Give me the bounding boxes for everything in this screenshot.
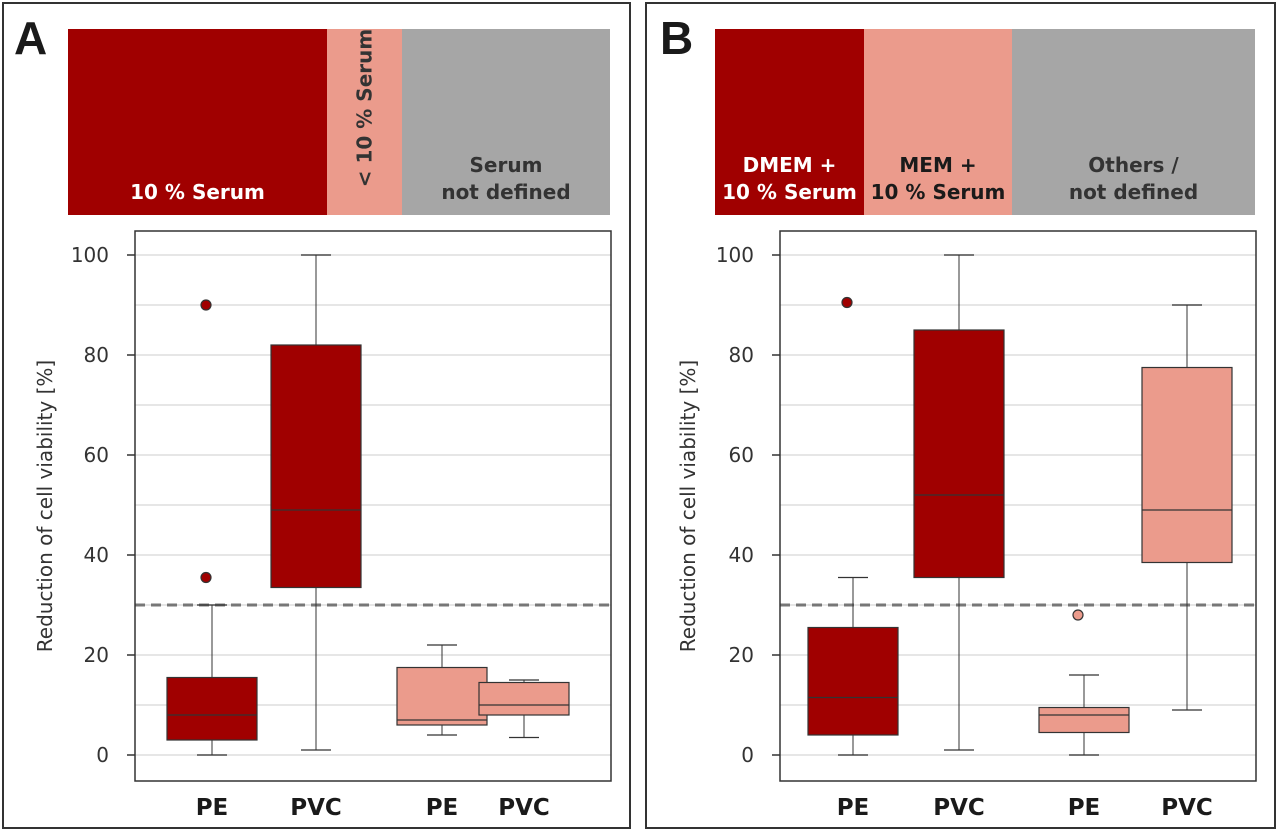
y-tick-label: 80 (84, 343, 109, 367)
band-label: < 10 % Serum (353, 29, 377, 187)
panel-a: A 10 % Serum < 10 % Serum Serum not defined 0… (2, 2, 631, 829)
panel-b: B DMEM + 10 % Serum MEM + 10 % Serum Others /… (645, 2, 1276, 829)
band-label: DMEM + (743, 153, 837, 177)
box (478, 681, 570, 716)
band-label: 10 % Serum (722, 180, 857, 204)
box (807, 626, 899, 736)
x-category-label: PVC (498, 795, 550, 821)
box (1141, 366, 1233, 564)
box-group (396, 644, 488, 736)
box-group (270, 254, 362, 751)
band-label: not defined (441, 180, 570, 204)
y-tick-label: 20 (84, 643, 109, 667)
panel-letter: A (14, 12, 47, 64)
x-category-label: PVC (1161, 795, 1213, 821)
band-label: 10 % Serum (130, 180, 265, 204)
box-group (1141, 304, 1233, 711)
plot-frame (779, 230, 1257, 782)
outlier-point (200, 299, 212, 311)
band-label: Serum (470, 153, 543, 177)
outlier-point (1072, 609, 1084, 621)
condition-band (327, 29, 402, 215)
y-tick-label: 20 (729, 643, 754, 667)
outlier-point (200, 571, 212, 584)
x-category-label: PE (1068, 795, 1101, 821)
box (1038, 706, 1130, 734)
band-label: MEM + (899, 153, 976, 177)
y-tick-label: 40 (729, 543, 754, 567)
box-group (807, 296, 899, 756)
x-category-label: PE (837, 795, 870, 821)
condition-band (864, 29, 1012, 215)
y-tick-label: 60 (729, 443, 754, 467)
box-group (166, 299, 258, 756)
condition-band (68, 29, 327, 215)
condition-band (715, 29, 864, 215)
panel-letter: B (660, 12, 693, 64)
box (396, 666, 488, 726)
box (913, 329, 1005, 579)
box-group (478, 679, 570, 739)
y-tick-label: 80 (729, 343, 754, 367)
y-tick-label: 60 (84, 443, 109, 467)
box (166, 676, 258, 741)
y-tick-label: 100 (71, 243, 109, 267)
x-category-label: PE (426, 795, 459, 821)
box (270, 344, 362, 589)
band-label: Others / (1088, 153, 1179, 177)
band-label: not defined (1069, 180, 1198, 204)
y-axis-label: Reduction of cell viability [%] (676, 360, 700, 652)
box-group (1038, 609, 1130, 756)
box-group (913, 254, 1005, 751)
y-tick-label: 40 (84, 543, 109, 567)
band-label: 10 % Serum (871, 180, 1006, 204)
x-category-label: PE (196, 795, 229, 821)
y-axis-label: Reduction of cell viability [%] (33, 360, 57, 652)
y-tick-label: 0 (741, 743, 754, 767)
x-category-label: PVC (933, 795, 985, 821)
x-category-label: PVC (290, 795, 342, 821)
plot-frame (134, 230, 612, 782)
y-tick-label: 100 (716, 243, 754, 267)
outlier-point (841, 296, 853, 309)
y-tick-label: 0 (96, 743, 109, 767)
condition-band (402, 29, 610, 215)
condition-band (1012, 29, 1255, 215)
